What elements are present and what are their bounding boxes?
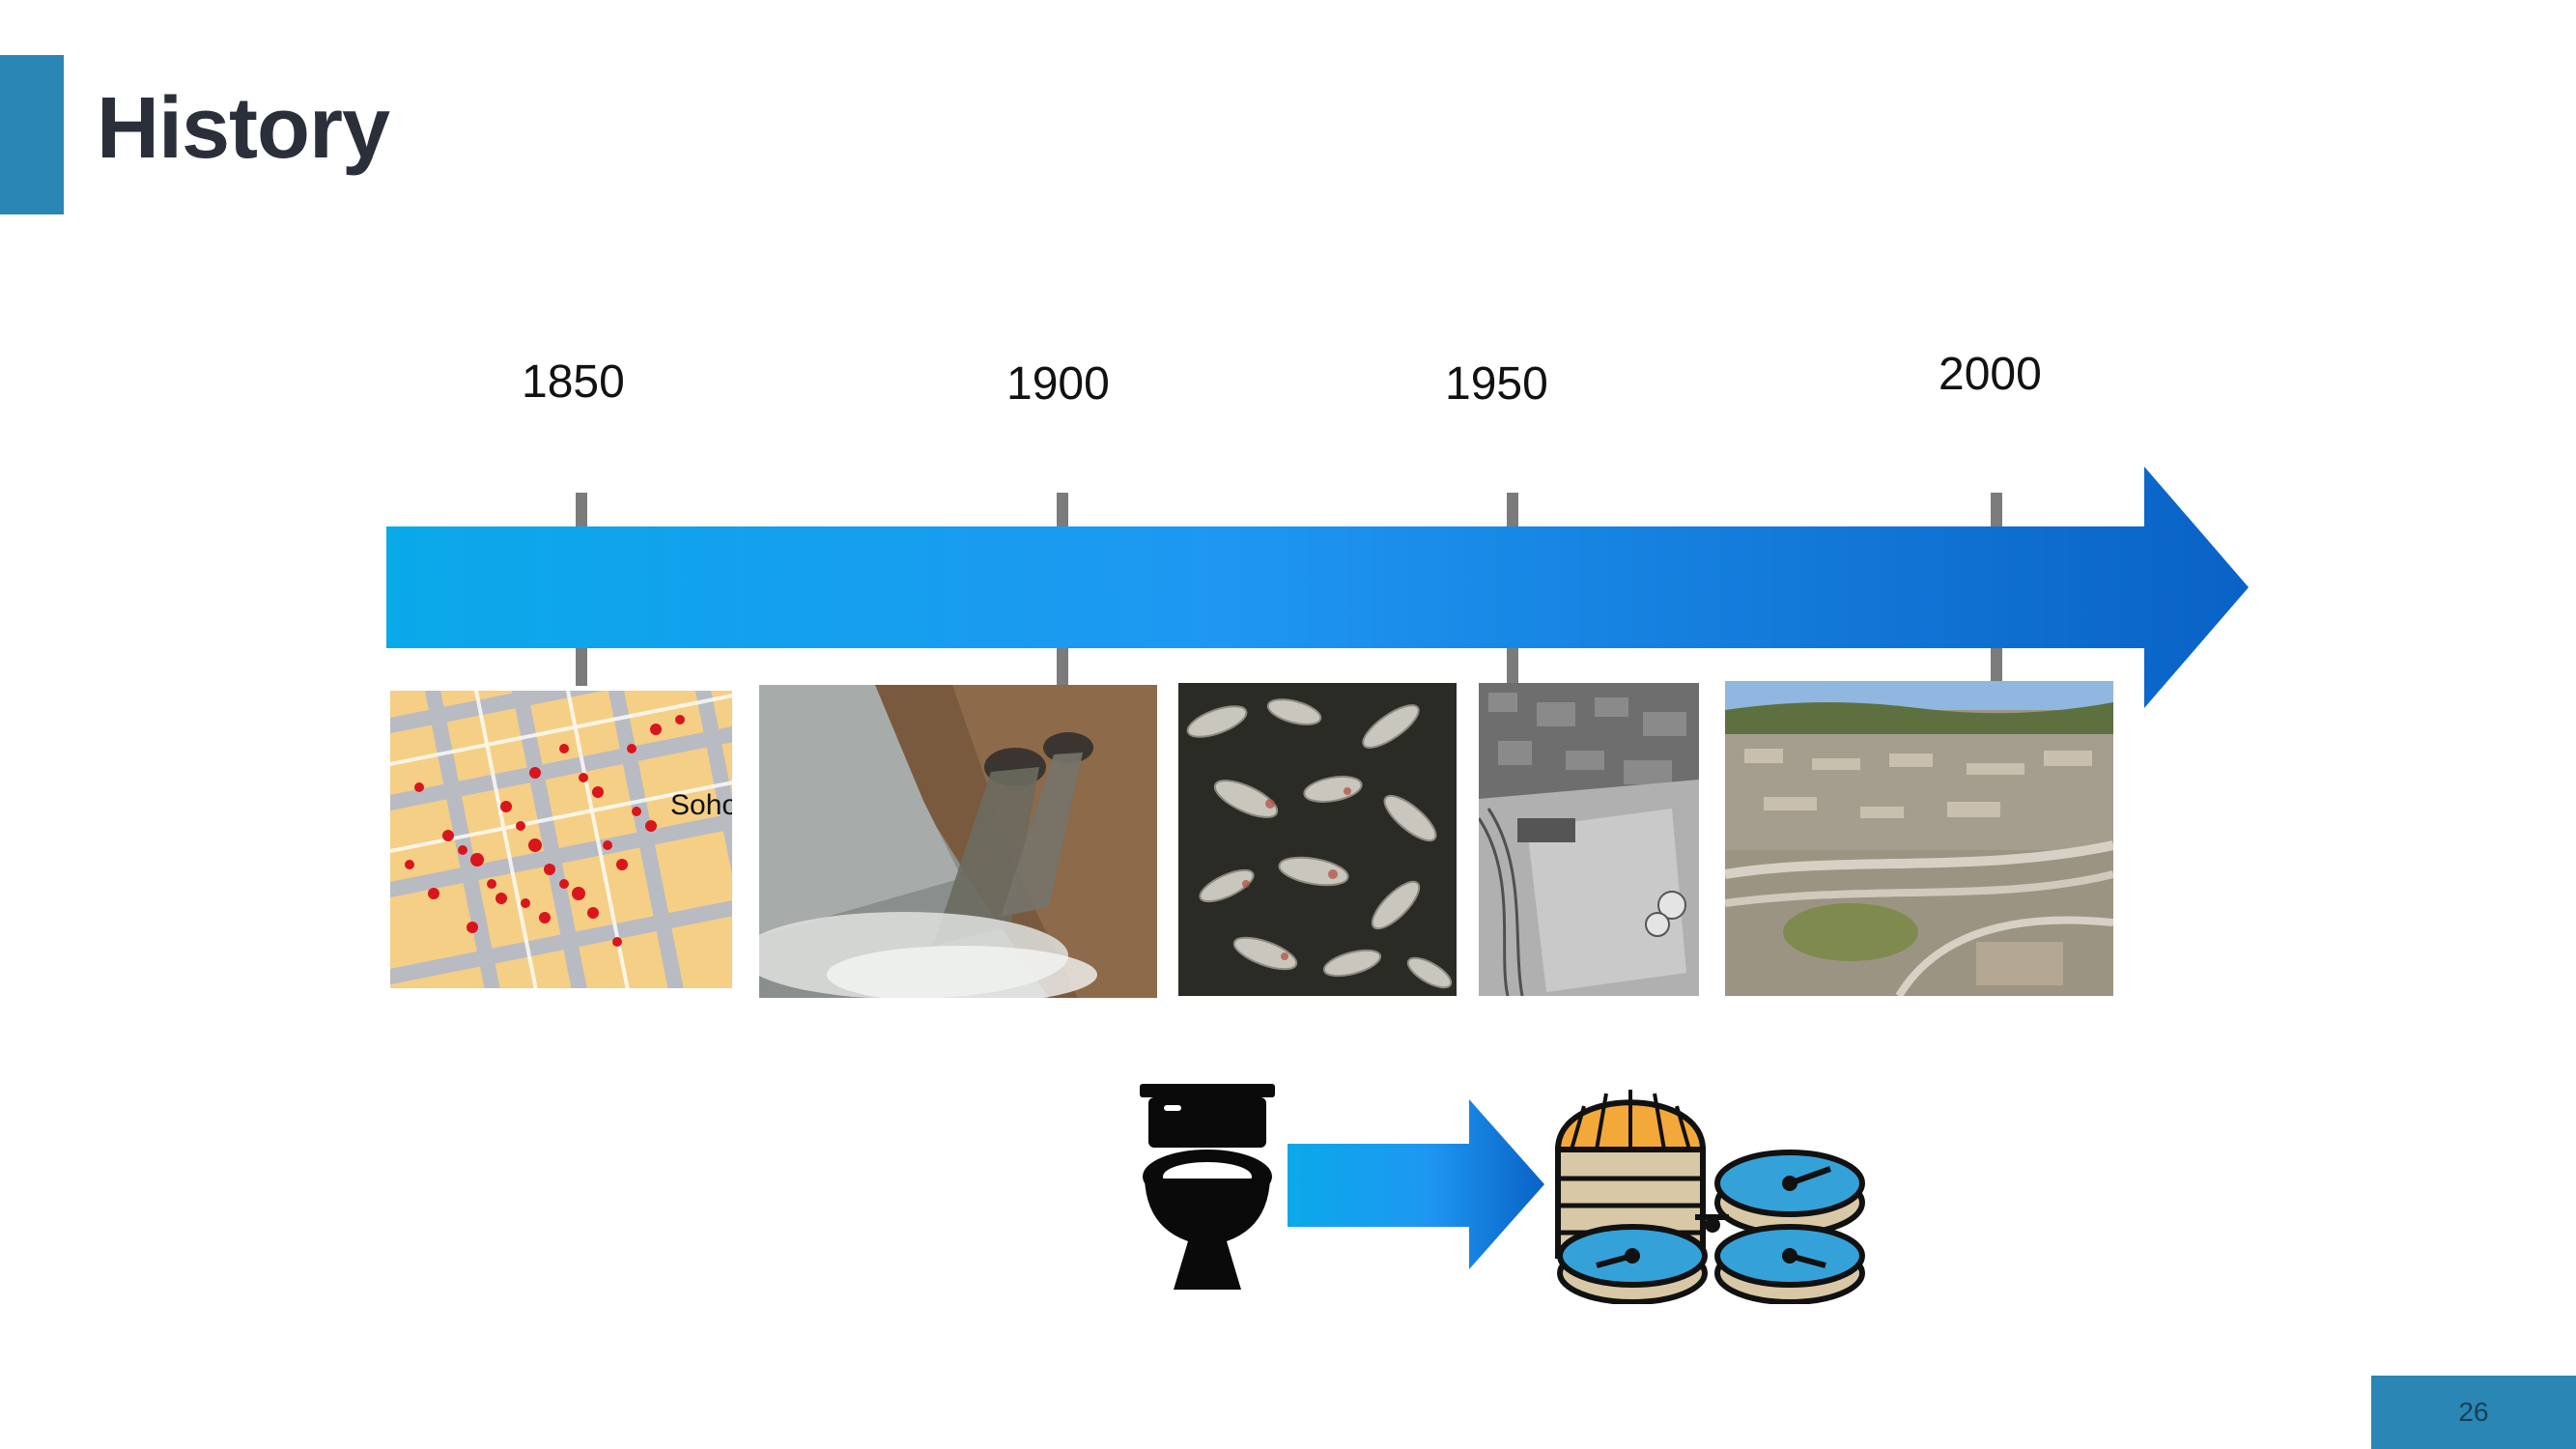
photo-sewage-outfall (759, 685, 1157, 998)
year-label-2000: 2000 (1939, 349, 2042, 400)
photo-soho-cholera-map: Soho (390, 691, 732, 988)
timeline (386, 467, 2249, 708)
photo-dead-fish (1178, 683, 1457, 996)
photo-aerial-city (1725, 681, 2113, 996)
slide-title: History (97, 80, 390, 177)
photo-aerial-treatment-plant (1479, 683, 1699, 996)
page-number: 26 (2458, 1397, 2489, 1427)
timeline-arrow (386, 467, 2249, 708)
process-arrow (1288, 1099, 1544, 1269)
year-label-1850: 1850 (522, 356, 625, 408)
toilet-icon (1135, 1082, 1280, 1294)
page-number-box: 26 (2371, 1376, 2576, 1449)
map-label-soho: Soho (670, 789, 732, 821)
year-label-1950: 1950 (1445, 358, 1548, 410)
treatment-plant-icon (1550, 1072, 1869, 1305)
year-label-1900: 1900 (1006, 358, 1110, 410)
title-accent-bar (0, 55, 64, 214)
